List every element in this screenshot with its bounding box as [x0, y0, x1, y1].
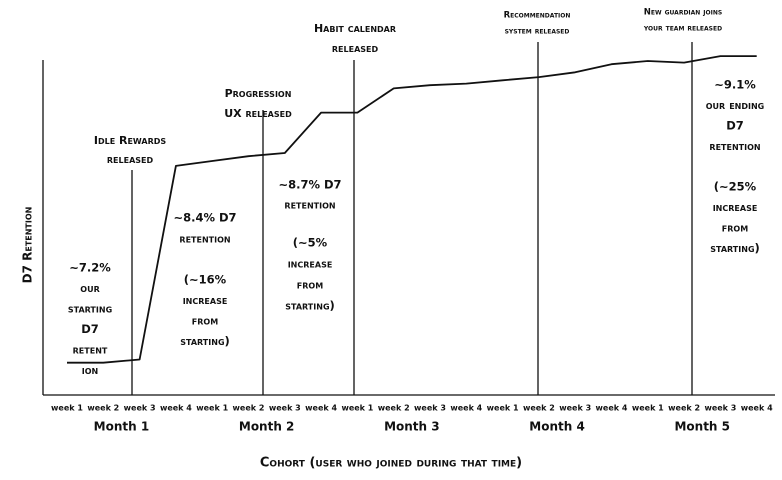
month-label: Month 3 [384, 420, 440, 434]
annotation: (~5% [293, 236, 328, 250]
x-tick-label: week 3 [559, 404, 591, 413]
annotation: D7 [81, 322, 99, 336]
month-label: Month 1 [94, 420, 150, 434]
x-tick-label: week 4 [741, 404, 773, 413]
annotation: (~16% [184, 273, 227, 287]
x-tick-label: week 2 [233, 404, 265, 413]
x-tick-label: week 4 [305, 404, 337, 413]
x-tick-label: week 2 [87, 404, 119, 413]
annotation: retention [709, 139, 760, 153]
annotation: starting) [285, 299, 335, 313]
annotation: ~7.2% [69, 261, 111, 275]
annotation: increase [713, 200, 758, 214]
event-label: Habit calendar [314, 22, 396, 35]
annotation: (~25% [714, 180, 757, 194]
x-tick-label: week 3 [269, 404, 301, 413]
annotation: ~8.7% D7 [278, 178, 341, 192]
annotation: increase [288, 257, 333, 271]
x-tick-label: week 3 [414, 404, 446, 413]
month-label: Month 2 [239, 420, 295, 434]
event-label: Idle Rewards [94, 134, 167, 147]
event-label: your team released [643, 24, 722, 34]
annotation: D7 [726, 119, 744, 133]
annotation: increase [183, 293, 228, 307]
x-tick-label: week 3 [704, 404, 736, 413]
annotation: retent [73, 343, 108, 357]
annotation: starting) [180, 334, 230, 348]
event-label: New guardian joins [644, 8, 722, 18]
event-label: UX released [224, 107, 292, 120]
x-tick-label: week 2 [378, 404, 410, 413]
x-tick-label: week 1 [487, 404, 519, 413]
event-label: Progression [225, 87, 292, 100]
x-tick-label: week 1 [196, 404, 228, 413]
annotation: our [80, 281, 99, 295]
x-tick-label: week 1 [632, 404, 664, 413]
month-label: Month 5 [674, 420, 730, 434]
x-tick-label: week 4 [160, 404, 192, 413]
annotation: retention [284, 198, 335, 212]
event-label: Recommendation [504, 11, 571, 21]
event-label: released [332, 42, 379, 55]
x-tick-label: week 4 [450, 404, 482, 413]
month-label: Month 4 [529, 420, 585, 434]
x-tick-label: week 1 [51, 404, 83, 413]
data-line [67, 55, 757, 364]
annotation: starting [68, 302, 112, 316]
x-tick-label: week 3 [124, 404, 156, 413]
x-tick-label: week 4 [596, 404, 628, 413]
y-axis-label: D7 Retention [21, 207, 35, 284]
annotation: retention [179, 232, 230, 246]
event-label: released [107, 153, 154, 166]
annotation: from [297, 278, 323, 292]
annotation: ~9.1% [714, 78, 756, 92]
x-tick-label: week 2 [668, 404, 700, 413]
annotation: ion [82, 363, 98, 377]
annotation: from [192, 314, 218, 328]
x-axis-label: Cohort (user who joined during that time… [260, 456, 522, 471]
annotation: ~8.4% D7 [173, 211, 236, 225]
annotation: our ending [706, 98, 765, 112]
x-tick-label: week 2 [523, 404, 555, 413]
x-tick-label: week 1 [341, 404, 373, 413]
event-label: system released [505, 27, 570, 37]
annotation: starting) [710, 241, 760, 255]
annotation: from [722, 221, 748, 235]
